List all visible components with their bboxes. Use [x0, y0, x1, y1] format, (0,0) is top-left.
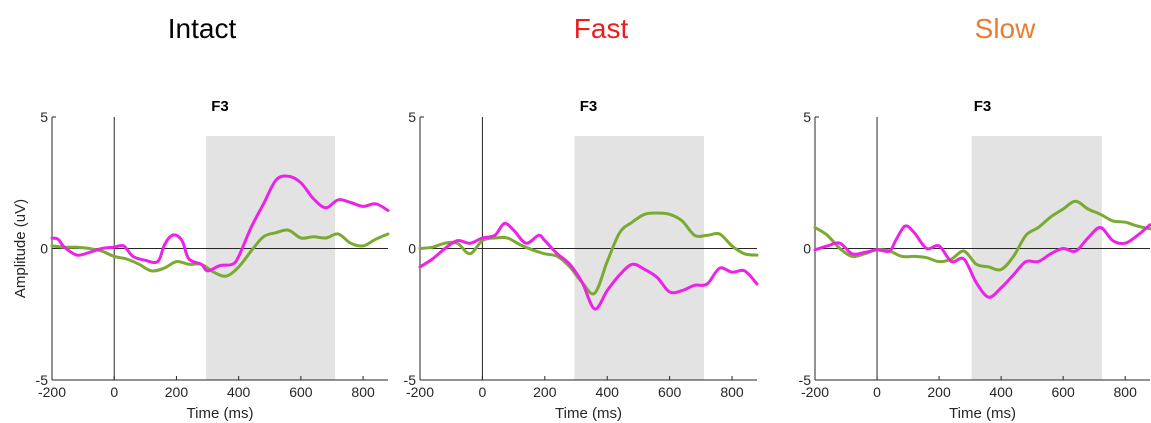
x-tick-label: 200	[533, 384, 557, 400]
y-tick-label: -5	[404, 372, 417, 388]
y-tick-label: -5	[36, 372, 49, 388]
x-axis-label: Time (ms)	[949, 405, 1016, 422]
condition-title: Fast	[574, 13, 629, 44]
x-tick-label: -200	[801, 384, 829, 400]
magenta-series-line	[50, 174, 390, 273]
panel-2: Fast -200 0 200 400 600 800 -5 0 5 F3 Time (ms)	[404, 13, 759, 422]
panel-3: Slow -200 0 200 400 600 800 -5 0 5 F3 Time (ms)	[799, 13, 1151, 422]
y-tick-label: 0	[803, 241, 811, 257]
channel-title: F3	[974, 98, 992, 115]
channel-title: F3	[580, 98, 598, 115]
x-tick-label: -200	[406, 384, 434, 400]
analysis-window-shade	[971, 136, 1102, 380]
x-tick-label: 0	[873, 384, 881, 400]
green-series-line	[50, 228, 390, 278]
x-axis-label: Time (ms)	[555, 405, 622, 422]
x-tick-label: 200	[927, 384, 951, 400]
panel-1: Intact -200 0 200 400 600 800 -5 0 5 F3 Time (ms) Am…	[12, 13, 390, 422]
x-axis-label: Time (ms)	[187, 405, 254, 422]
magenta-series-line	[418, 221, 759, 311]
y-tick-label: 5	[408, 109, 416, 125]
x-tick-label: 200	[165, 384, 189, 400]
analysis-window-shade	[206, 136, 336, 380]
y-tick-label: 5	[803, 109, 811, 125]
channel-title: F3	[211, 98, 229, 115]
y-tick-label: 5	[40, 109, 48, 125]
magenta-series-line	[813, 223, 1151, 299]
y-tick-label: 0	[40, 241, 48, 257]
green-series-line	[418, 211, 759, 296]
x-tick-label: 400	[989, 384, 1013, 400]
x-tick-label: 0	[110, 384, 118, 400]
x-tick-label: 800	[720, 384, 744, 400]
condition-title: Intact	[168, 13, 237, 44]
condition-title: Slow	[975, 13, 1036, 44]
y-axis-label: Amplitude (uV)	[12, 199, 29, 298]
analysis-window-shade	[574, 136, 704, 380]
y-tick-label: 0	[408, 241, 416, 257]
x-tick-label: 400	[227, 384, 251, 400]
x-tick-label: -200	[38, 384, 66, 400]
x-tick-label: 600	[289, 384, 313, 400]
x-tick-label: 0	[479, 384, 487, 400]
y-tick-label: -5	[799, 372, 812, 388]
x-tick-label: 400	[596, 384, 620, 400]
x-tick-label: 800	[1114, 384, 1138, 400]
x-tick-label: 600	[658, 384, 682, 400]
x-tick-label: 600	[1051, 384, 1075, 400]
x-tick-label: 800	[351, 384, 375, 400]
